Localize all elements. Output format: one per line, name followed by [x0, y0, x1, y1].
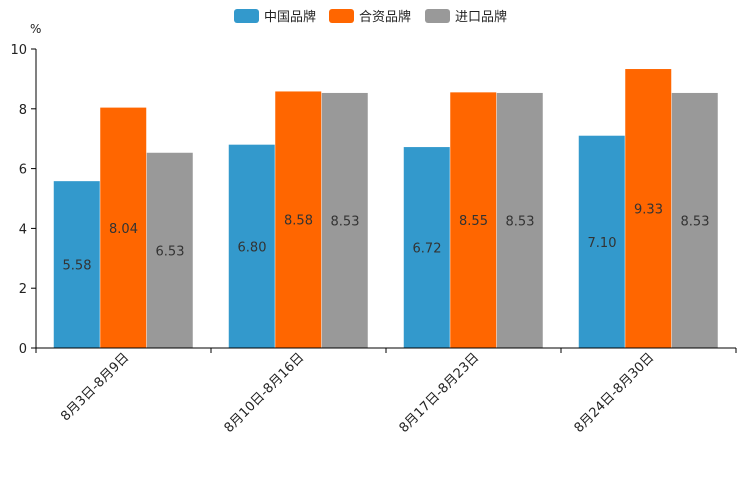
- x-category-label: 8月10日-8月16日: [222, 350, 308, 436]
- bar-value-label: 8.55: [459, 214, 488, 229]
- bar: [403, 147, 450, 348]
- bar-value-label: 6.72: [413, 242, 442, 257]
- bar: [321, 92, 368, 348]
- y-tick-label: 4: [19, 222, 27, 237]
- bar-value-label: 9.33: [634, 203, 663, 218]
- bar-value-label: 6.53: [156, 244, 185, 259]
- bar: [275, 91, 322, 348]
- bar-value-label: 8.53: [506, 214, 535, 229]
- legend-label: 中国品牌: [264, 9, 316, 25]
- bar-value-label: 5.58: [63, 259, 92, 274]
- legend: 中国品牌 合资品牌 进口品牌: [234, 9, 507, 25]
- x-category-label: 8月3日-8月9日: [58, 350, 132, 424]
- bar-value-label: 8.58: [284, 214, 313, 229]
- y-tick-label: 8: [19, 103, 27, 118]
- bar: [146, 152, 193, 348]
- bar-value-label: 8.04: [109, 222, 138, 237]
- bar: [625, 69, 672, 349]
- y-tick-label: 6: [19, 163, 27, 178]
- y-tick-label: 2: [19, 282, 27, 297]
- legend-label: 合资品牌: [359, 9, 411, 25]
- bar-value-label: 8.53: [681, 214, 710, 229]
- legend-swatch: [329, 9, 354, 23]
- bar: [450, 92, 497, 348]
- bar: [53, 181, 100, 348]
- y-tick-label: 0: [19, 342, 27, 357]
- x-axis: 8月3日-8月9日 8月10日-8月16日 8月17日-8月23日 8月24日-8月3…: [35, 347, 737, 436]
- x-category-label: 8月24日-8月30日: [572, 350, 658, 436]
- x-category-label: 8月17日-8月23日: [397, 350, 483, 436]
- y-axis: 0 2 4 6 8 10: [10, 43, 37, 357]
- legend-swatch: [425, 9, 450, 23]
- bar-value-label: 6.80: [238, 240, 267, 255]
- y-axis-unit-label: %: [30, 22, 41, 36]
- legend-label: 进口品牌: [455, 9, 507, 25]
- bar-value-label: 8.53: [331, 214, 360, 229]
- legend-swatch: [234, 9, 259, 23]
- bar-value-label: 7.10: [588, 236, 617, 251]
- bar: [578, 135, 625, 348]
- bar: [671, 92, 718, 348]
- bar: [496, 92, 543, 348]
- bar: [100, 107, 147, 348]
- y-tick-label: 10: [10, 43, 27, 58]
- bars-group: 5.58 6.80 6.72 7.10 8.04 8.58 8.55 9.33 6.53 8.53…: [53, 69, 718, 349]
- bar: [228, 144, 275, 348]
